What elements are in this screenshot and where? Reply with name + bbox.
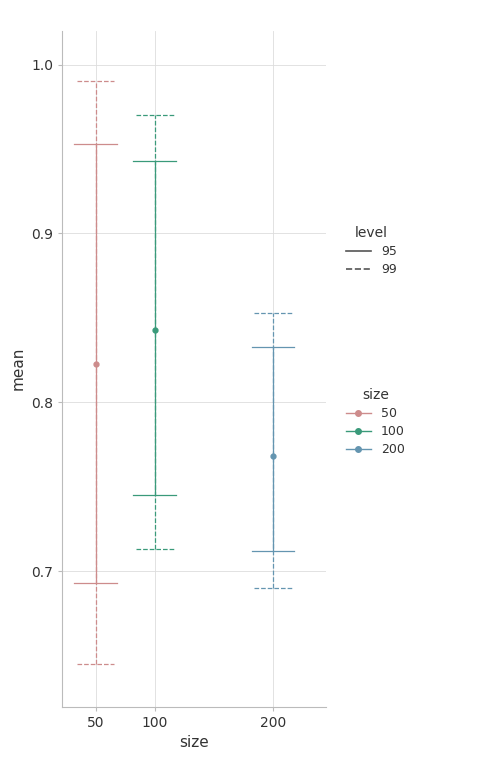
Legend: 50, 100, 200: 50, 100, 200	[346, 389, 405, 456]
X-axis label: size: size	[180, 735, 209, 750]
Y-axis label: mean: mean	[11, 347, 26, 390]
